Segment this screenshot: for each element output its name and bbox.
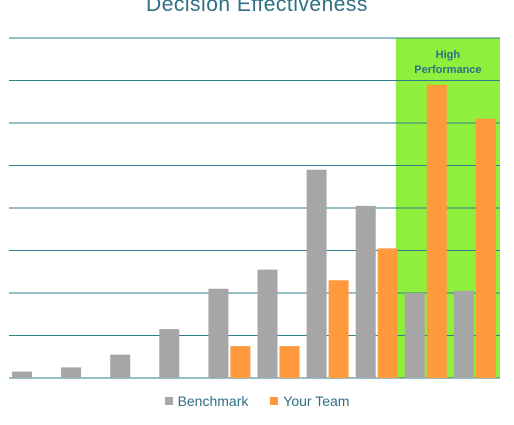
bar-benchmark-2: [61, 367, 82, 378]
chart-legend: Benchmark Your Team: [0, 393, 514, 409]
bar-benchmark-6: [257, 269, 278, 378]
high-performance-label-line1: High: [436, 49, 461, 61]
legend-item-benchmark: Benchmark: [164, 393, 249, 409]
bar-your-team-8: [377, 248, 398, 378]
bar-your-team-7: [328, 280, 349, 378]
bar-your-team-5: [230, 346, 251, 378]
bar-benchmark-10: [453, 290, 474, 378]
bar-benchmark-9: [404, 293, 425, 378]
bar-your-team-6: [279, 346, 300, 378]
legend-label-benchmark: Benchmark: [177, 393, 249, 409]
bar-benchmark-8: [355, 205, 376, 378]
legend-swatch-your-team: [270, 397, 279, 406]
bar-benchmark-7: [306, 169, 327, 378]
bar-benchmark-5: [208, 288, 229, 378]
high-performance-label-line2: Performance: [414, 64, 481, 76]
legend-swatch-benchmark: [164, 397, 173, 406]
bar-benchmark-1: [12, 371, 32, 378]
legend-label-your-team: Your Team: [283, 393, 350, 409]
chart-title: Decision Effectiveness: [146, 0, 368, 16]
bar-benchmark-4: [159, 329, 180, 378]
bar-benchmark-3: [110, 354, 131, 378]
legend-item-your-team: Your Team: [270, 393, 349, 409]
bar-your-team-10: [475, 118, 496, 378]
bar-your-team-9: [426, 84, 447, 378]
